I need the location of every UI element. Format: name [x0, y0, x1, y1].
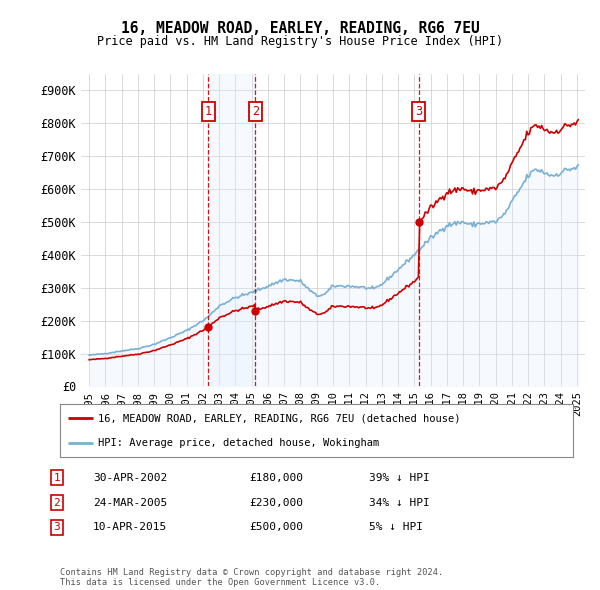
Text: 2: 2	[53, 498, 61, 507]
Text: 3: 3	[53, 523, 61, 532]
Text: £500,000: £500,000	[249, 523, 303, 532]
Text: 34% ↓ HPI: 34% ↓ HPI	[369, 498, 430, 507]
Text: 30-APR-2002: 30-APR-2002	[93, 473, 167, 483]
Text: 1: 1	[205, 105, 212, 118]
Text: HPI: Average price, detached house, Wokingham: HPI: Average price, detached house, Woki…	[98, 438, 380, 448]
Text: 2: 2	[252, 105, 259, 118]
Text: £180,000: £180,000	[249, 473, 303, 483]
Text: 39% ↓ HPI: 39% ↓ HPI	[369, 473, 430, 483]
Text: 16, MEADOW ROAD, EARLEY, READING, RG6 7EU (detached house): 16, MEADOW ROAD, EARLEY, READING, RG6 7E…	[98, 414, 461, 424]
Bar	[208, 74, 256, 386]
Text: 10-APR-2015: 10-APR-2015	[93, 523, 167, 532]
Text: Price paid vs. HM Land Registry's House Price Index (HPI): Price paid vs. HM Land Registry's House …	[97, 35, 503, 48]
Text: £230,000: £230,000	[249, 498, 303, 507]
Text: 3: 3	[415, 105, 422, 118]
Text: 5% ↓ HPI: 5% ↓ HPI	[369, 523, 423, 532]
Text: 24-MAR-2005: 24-MAR-2005	[93, 498, 167, 507]
Text: 16, MEADOW ROAD, EARLEY, READING, RG6 7EU: 16, MEADOW ROAD, EARLEY, READING, RG6 7E…	[121, 21, 479, 35]
Text: Contains HM Land Registry data © Crown copyright and database right 2024.
This d: Contains HM Land Registry data © Crown c…	[60, 568, 443, 587]
Text: 1: 1	[53, 473, 61, 483]
